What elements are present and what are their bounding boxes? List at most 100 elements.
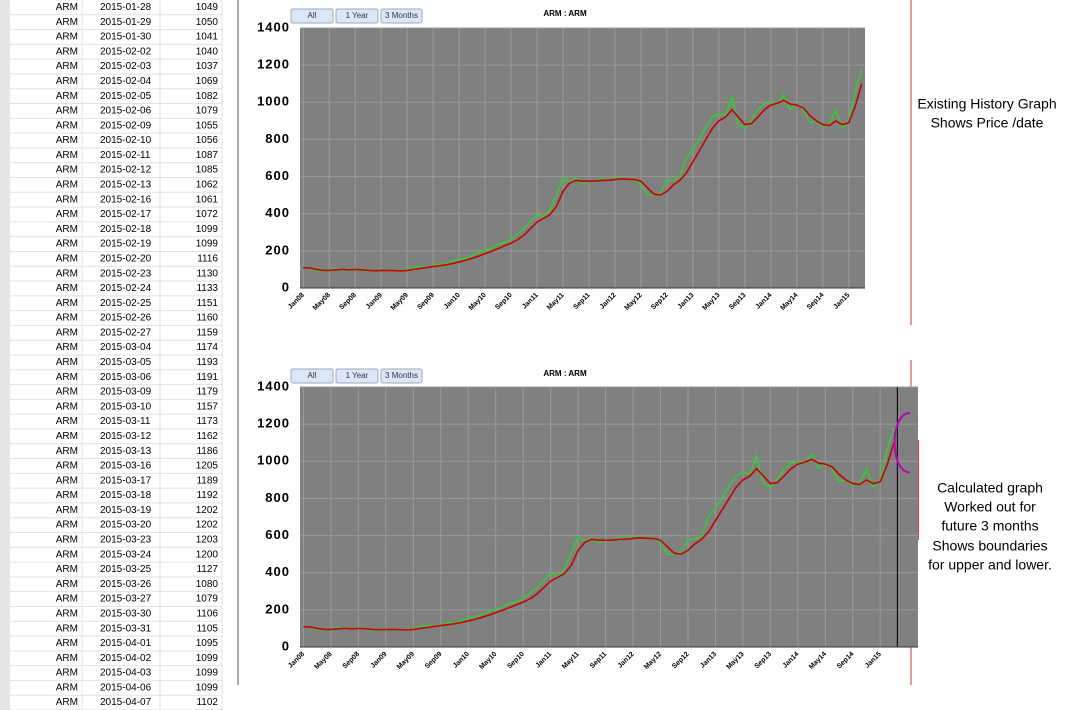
cell: 1072 — [196, 209, 219, 220]
x-tick-label: Sep10 — [494, 292, 514, 312]
range-button[interactable] — [335, 368, 379, 384]
cell: ARM — [56, 416, 78, 427]
range-button[interactable] — [380, 8, 423, 24]
x-tick-label: Jan08 — [287, 292, 306, 311]
x-tick-label: Jan11 — [521, 292, 540, 311]
x-tick-label: Jan15 — [864, 651, 883, 670]
cell: 2015-02-09 — [100, 120, 152, 131]
y-tick-label: 0 — [282, 638, 290, 653]
series-line — [303, 83, 863, 272]
cell: 2015-03-11 — [100, 416, 151, 427]
cell: 2015-02-06 — [100, 106, 152, 117]
cell: ARM — [56, 283, 78, 294]
cell: 2015-04-06 — [100, 682, 152, 693]
cell: 2015-02-24 — [100, 283, 152, 294]
cell: 2015-03-19 — [100, 505, 152, 516]
cell: ARM — [56, 2, 78, 13]
cell: 2015-03-24 — [100, 549, 152, 560]
x-tick-label: Sep14 — [806, 292, 826, 312]
range-button-label[interactable]: All — [308, 371, 317, 380]
range-button-label[interactable]: 3 Months — [385, 371, 418, 380]
range-button-label[interactable]: 1 Year — [346, 371, 369, 380]
y-tick-label: 600 — [265, 527, 290, 542]
cell: 2015-03-13 — [100, 446, 152, 457]
y-tick-label: 600 — [265, 168, 290, 183]
cell: ARM — [56, 150, 78, 161]
x-tick-label: Jan15 — [832, 292, 851, 311]
cell: 1085 — [196, 165, 219, 176]
cell: 2015-02-12 — [100, 165, 152, 176]
cell: 1200 — [196, 549, 219, 560]
x-tick-label: May08 — [312, 292, 332, 312]
cell: ARM — [56, 372, 78, 383]
x-tick-label: May10 — [468, 292, 488, 312]
cell: 2015-04-07 — [100, 697, 152, 708]
x-tick-label: Sep13 — [754, 651, 774, 671]
cell: 1056 — [196, 135, 219, 146]
cell: ARM — [56, 608, 78, 619]
cell: 2015-02-19 — [100, 239, 152, 250]
cell: ARM — [56, 475, 78, 486]
cell: 1099 — [196, 653, 219, 664]
cell: 1191 — [196, 372, 218, 383]
cell: 2015-04-03 — [100, 668, 152, 679]
cell: ARM — [56, 209, 78, 220]
cell: 1079 — [196, 594, 219, 605]
x-tick-label: Jan09 — [370, 651, 389, 670]
cell: 2015-02-02 — [100, 46, 152, 57]
cell: ARM — [56, 239, 78, 250]
range-button-label[interactable]: All — [308, 11, 317, 20]
cell: 2015-03-31 — [100, 623, 152, 634]
cell: ARM — [56, 520, 78, 531]
x-tick-label: Sep08 — [342, 651, 362, 671]
range-button[interactable] — [290, 368, 334, 384]
y-tick-label: 1400 — [257, 19, 290, 34]
y-tick-label: 800 — [265, 490, 290, 505]
range-button-label[interactable]: 1 Year — [346, 11, 369, 20]
cell: 1102 — [196, 697, 218, 708]
x-tick-label: May09 — [390, 292, 410, 312]
cell: 2015-02-25 — [100, 298, 152, 309]
cell: ARM — [56, 298, 78, 309]
x-tick-label: Jan14 — [782, 651, 801, 670]
cell: ARM — [56, 46, 78, 57]
x-tick-label: May11 — [546, 292, 566, 312]
x-tick-label: May14 — [779, 292, 799, 312]
forecast-bounds — [893, 412, 911, 474]
cell: ARM — [56, 313, 78, 324]
cell: ARM — [56, 342, 78, 353]
cell: ARM — [56, 135, 78, 146]
x-tick-label: Jan12 — [599, 292, 618, 311]
cell: ARM — [56, 535, 78, 546]
x-tick-label: Sep11 — [589, 651, 608, 670]
note: Existing History Graph — [917, 96, 1056, 112]
x-tick-label: May11 — [561, 651, 581, 671]
range-button[interactable] — [335, 8, 379, 24]
cell: 2015-02-05 — [100, 91, 152, 102]
x-tick-label: May09 — [396, 651, 416, 671]
cell: 1116 — [197, 253, 218, 264]
cell: 1049 — [196, 2, 219, 13]
range-button[interactable] — [290, 8, 334, 24]
cell: ARM — [56, 653, 78, 664]
cell: 2015-03-06 — [100, 372, 152, 383]
x-tick-label: May10 — [478, 651, 498, 671]
cell: 2015-02-13 — [100, 180, 152, 191]
cell: 1080 — [196, 579, 219, 590]
cell: ARM — [56, 61, 78, 72]
cell: ARM — [56, 401, 78, 412]
range-button-label[interactable]: 3 Months — [385, 11, 418, 20]
cell: ARM — [56, 682, 78, 693]
cell: 2015-03-27 — [100, 594, 152, 605]
note: for upper and lower. — [928, 557, 1052, 573]
y-tick-label: 800 — [265, 131, 290, 146]
y-tick-label: 400 — [265, 205, 290, 220]
range-button[interactable] — [380, 368, 423, 384]
x-tick-label: Jan08 — [287, 651, 306, 670]
x-tick-label: Jan09 — [365, 292, 384, 311]
cell: 2015-03-30 — [100, 608, 152, 619]
x-tick-label: Jan11 — [535, 651, 554, 670]
cell: 1162 — [196, 431, 218, 442]
cell: ARM — [56, 579, 78, 590]
cell: ARM — [56, 697, 78, 708]
